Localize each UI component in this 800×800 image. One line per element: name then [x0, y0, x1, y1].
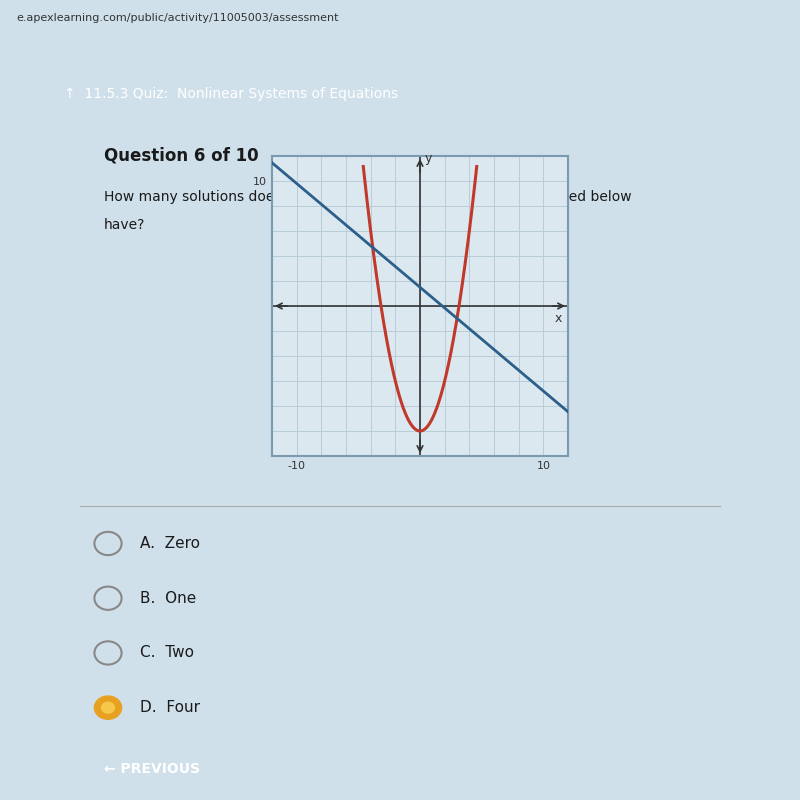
Text: e.apexlearning.com/public/activity/11005003/assessment: e.apexlearning.com/public/activity/11005… — [16, 13, 338, 23]
Circle shape — [102, 702, 114, 713]
Text: How many solutions does the nonlinear system of equations graphed below: How many solutions does the nonlinear sy… — [104, 190, 632, 205]
Text: ↑  11.5.3 Quiz:  Nonlinear Systems of Equations: ↑ 11.5.3 Quiz: Nonlinear Systems of Equa… — [64, 87, 398, 101]
Text: D.  Four: D. Four — [140, 700, 200, 715]
Text: have?: have? — [104, 218, 146, 232]
Text: B.  One: B. One — [140, 590, 196, 606]
Text: x: x — [554, 312, 562, 326]
Text: y: y — [425, 152, 432, 166]
Text: A.  Zero: A. Zero — [140, 536, 200, 551]
Text: C.  Two: C. Two — [140, 646, 194, 661]
Circle shape — [94, 696, 122, 719]
Text: ← PREVIOUS: ← PREVIOUS — [104, 762, 200, 776]
Text: Question 6 of 10: Question 6 of 10 — [104, 146, 258, 165]
